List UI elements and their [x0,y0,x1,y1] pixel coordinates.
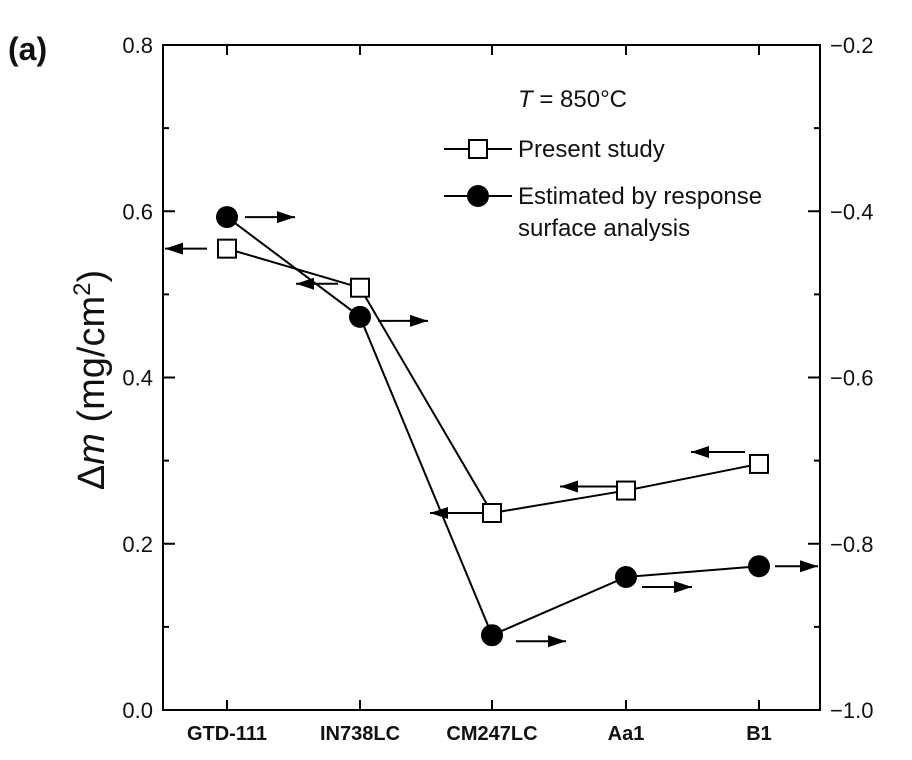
x-axis: GTD-111 IN738LC CM247LC Aa1 B1 [187,45,772,745]
plot-frame [162,44,821,711]
series-present-study-line [226,247,760,515]
axis-arrow-left [691,445,745,458]
legend-marker-square [468,139,488,159]
right-tick-label: −0.8 [830,532,873,557]
axis-arrow-left [165,242,207,255]
series-estimated-point [748,555,770,578]
series-estimated-point [216,206,238,229]
series-estimated-line [226,216,760,637]
legend-label-present: Present study [518,136,665,163]
right-tick-label: −0.4 [830,199,873,224]
series-present-study-point [616,480,636,501]
axis-arrow-left [430,506,482,519]
temperature-var: T [518,86,535,113]
series-present-study-point [749,453,769,474]
legend-label-estimated-line2: surface analysis [518,215,690,242]
series-present-study-point [350,277,370,298]
left-tick-label: 0.0 [122,698,153,723]
series-layer [165,206,818,648]
legend: Present study Estimated by response surf… [444,136,762,242]
right-axis: −1.0 −0.8 −0.6 −0.4 −0.2 [808,33,873,723]
y-axis-label-var: m [71,433,113,465]
y-axis-label-close: ) [71,270,113,283]
series-estimated-point [615,566,637,588]
series-present-study-point [482,502,502,523]
x-tick-label: B1 [746,723,772,745]
axis-arrow-left [560,480,616,493]
right-tick-label: −0.6 [830,366,873,391]
axis-arrow-left [296,277,338,290]
series-present-study-point [217,238,237,259]
temperature-value: = 850°C [533,86,627,113]
axis-arrow-right [516,635,566,648]
axis-arrow-right [245,211,295,224]
x-tick-label: IN738LC [320,723,400,745]
axis-arrow-right [378,314,428,327]
left-axis: 0.0 0.2 0.4 0.6 0.8 [122,33,175,723]
right-tick-label: −1.0 [830,698,873,723]
axis-arrow-right [642,581,692,593]
legend-marker-circle [467,185,489,207]
series-estimated-point [349,305,371,328]
left-tick-label: 0.6 [122,199,153,224]
y-axis-label-unit: (mg/cm [71,296,113,433]
panel-label: (a) [8,31,47,67]
x-tick-label: Aa1 [608,723,645,745]
temperature-annotation: T = 850°C [518,86,627,113]
left-tick-label: 0.2 [122,532,153,557]
y-axis-left-label: Δm (mg/cm2) [69,270,113,490]
series-estimated-point [481,624,503,647]
y-axis-label-sup: 2 [69,283,96,296]
axis-arrow-right [775,560,818,573]
left-tick-label: 0.4 [122,366,153,391]
x-tick-label: CM247LC [446,723,537,745]
x-tick-label: GTD-111 [187,723,267,745]
right-tick-label: −0.2 [830,33,873,58]
legend-label-estimated-line1: Estimated by response [518,183,762,210]
left-tick-label: 0.8 [122,33,153,58]
y-axis-label-delta: Δ [71,465,113,490]
